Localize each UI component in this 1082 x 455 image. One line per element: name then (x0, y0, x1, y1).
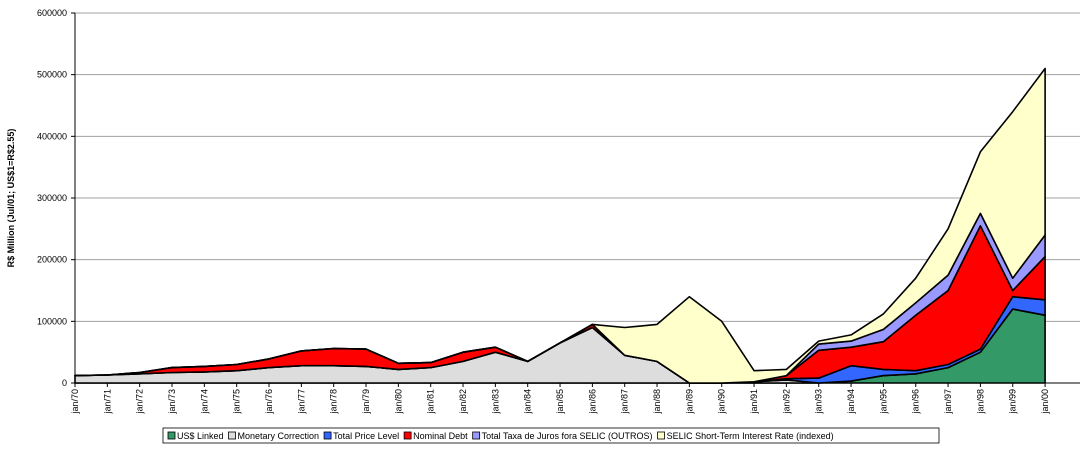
x-tick-label: jan/78 (329, 389, 339, 415)
y-axis-label: R$ Million (Jul/01; US$1=R$2.55) (6, 129, 16, 268)
legend-box (162, 427, 940, 444)
legend-label: US$ Linked (177, 431, 224, 441)
y-tick-label: 600000 (37, 8, 67, 18)
x-tick-label: jan/79 (361, 389, 371, 415)
legend-swatch (228, 431, 236, 440)
x-tick-label: jan/90 (717, 389, 727, 415)
legend-swatch (472, 431, 481, 440)
legend-label: Total Taxa de Juros fora SELIC (OUTROS) (482, 431, 653, 441)
x-tick-label: jan/88 (652, 389, 662, 415)
x-tick-label: jan/71 (102, 389, 112, 415)
x-tick-label: jan/86 (587, 389, 597, 415)
y-tick-label: 300000 (37, 193, 67, 203)
legend-swatch (323, 431, 332, 440)
x-tick-label: jan/84 (523, 389, 533, 415)
x-tick-label: jan/80 (393, 389, 403, 415)
legend-label: SELIC Short-Term Interest Rate (indexed) (667, 431, 834, 441)
x-tick-label: jan/98 (975, 389, 985, 415)
legend-swatch (657, 431, 665, 440)
legend-swatch (167, 431, 176, 440)
y-tick-label: 400000 (37, 131, 67, 141)
x-tick-label: jan/72 (135, 389, 145, 415)
x-tick-label: jan/85 (555, 389, 565, 415)
x-tick-label: jan/92 (781, 389, 791, 415)
x-tick-label: jan/00 (1040, 389, 1050, 415)
x-tick-label: jan/75 (232, 389, 242, 415)
y-tick-label: 100000 (37, 316, 67, 326)
area (74, 67, 1046, 384)
x-tick-label: jan/77 (296, 389, 306, 415)
x-tick-label: jan/82 (458, 389, 468, 415)
x-tick-label: jan/74 (199, 389, 209, 415)
y-tick-label: 0 (62, 378, 67, 388)
x-tick-label: jan/99 (1008, 389, 1018, 415)
y-tick-label: 500000 (37, 70, 67, 80)
x-tick-label: jan/73 (167, 389, 177, 415)
x-tick-label: jan/97 (943, 389, 953, 415)
y-tick-label: 200000 (37, 255, 67, 265)
x-tick-label: jan/87 (620, 389, 630, 415)
legend-label: Monetary Correction (238, 431, 320, 441)
x-tick-label: jan/91 (749, 389, 759, 415)
x-tick-label: jan/70 (70, 389, 80, 415)
legend-swatch (403, 431, 412, 440)
x-tick-label: jan/94 (846, 389, 856, 415)
x-tick-label: jan/95 (878, 389, 888, 415)
x-tick-label: jan/83 (490, 389, 500, 415)
x-tick-label: jan/81 (426, 389, 436, 415)
x-tick-label: jan/93 (814, 389, 824, 415)
x-tick-label: jan/89 (684, 389, 694, 415)
x-tick-label: jan/96 (911, 389, 921, 415)
legend-label: Total Price Level (333, 431, 399, 441)
x-tick-label: jan/76 (264, 389, 274, 415)
legend-label: Nominal Debt (413, 431, 468, 441)
